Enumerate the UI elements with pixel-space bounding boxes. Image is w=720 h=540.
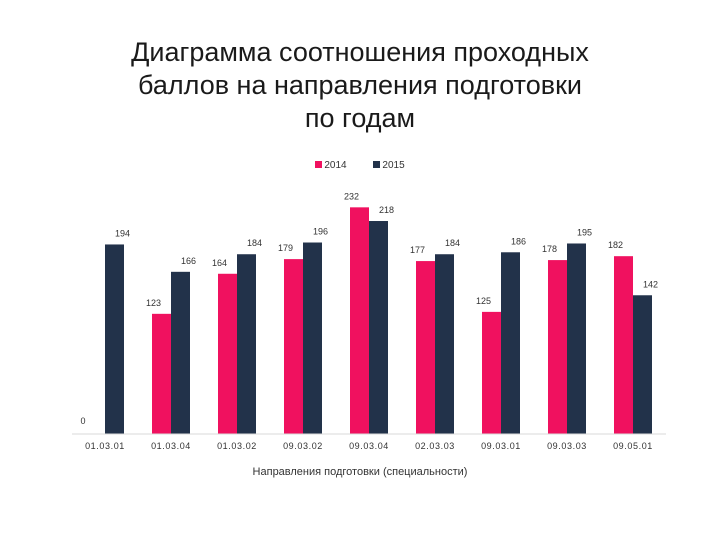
bar-2015-09.03.04 — [369, 221, 388, 434]
chart-title-line-2: баллов на направления подготовки — [138, 70, 582, 100]
tick-label-01.03.02: 01.03.02 — [217, 441, 257, 451]
legend-label-2014: 2014 — [324, 160, 347, 171]
bar-2015-09.03.01 — [501, 252, 520, 434]
chart-legend: 2014 2015 — [0, 160, 720, 171]
x-axis-title: Направления подготовки (специальности) — [252, 466, 468, 478]
bar-2014-01.03.04 — [152, 313, 171, 434]
data-label-2015-09.03.01: 186 — [511, 236, 526, 246]
bar-2014-09.05.01 — [614, 256, 633, 434]
legend-item-2014: 2014 — [315, 160, 347, 171]
bar-2014-09.03.01 — [482, 311, 501, 434]
bar-2014-09.03.04 — [350, 207, 369, 434]
legend-label-2015: 2015 — [382, 160, 405, 171]
data-label-2014-09.03.02: 179 — [278, 243, 293, 253]
data-label-2014-09.03.04: 232 — [344, 191, 359, 201]
data-label-2014-09.03.01: 125 — [476, 296, 491, 306]
bar-2015-02.03.03 — [435, 254, 454, 434]
data-label-zero: 0 — [80, 416, 85, 426]
tick-label-01.03.01: 01.03.01 — [85, 441, 125, 451]
legend-item-2015: 2015 — [373, 160, 405, 171]
tick-label-09.03.02: 09.03.02 — [283, 441, 323, 451]
data-label-2015-09.03.04: 218 — [379, 205, 394, 215]
data-label-2015-01.03.04: 166 — [181, 256, 196, 266]
tick-label-01.03.04: 01.03.04 — [151, 441, 191, 451]
bar-2015-09.03.03 — [567, 243, 586, 434]
data-label-2015-02.03.03: 184 — [445, 238, 460, 248]
data-label-2015-09.03.02: 196 — [313, 227, 328, 237]
bar-2015-09.03.02 — [303, 242, 322, 434]
bar-2014-09.03.02 — [284, 259, 303, 434]
bar-2015-01.03.01 — [105, 244, 124, 434]
legend-swatch-2014 — [315, 161, 323, 168]
data-label-2015-09.05.01: 142 — [643, 279, 658, 289]
chart-title-line-3: по годам — [304, 103, 416, 133]
data-label-2014-01.03.04: 123 — [146, 298, 161, 308]
bar-2014-09.03.03 — [548, 260, 567, 434]
tick-label-02.03.03: 02.03.03 — [415, 441, 455, 451]
bar-2014-01.03.02 — [218, 273, 237, 434]
legend-swatch-2015 — [373, 161, 381, 168]
bar-2015-09.05.01 — [633, 295, 652, 434]
tick-label-09.03.01: 09.03.01 — [481, 441, 521, 451]
data-label-2015-01.03.02: 184 — [247, 238, 262, 248]
bar-2015-01.03.02 — [237, 254, 256, 434]
tick-label-09.05.01: 09.05.01 — [613, 441, 653, 451]
tick-label-09.03.03: 09.03.03 — [547, 441, 587, 451]
chart-title: Диаграмма соотношения проходных баллов н… — [60, 36, 660, 135]
tick-label-09.03.04: 09.03.04 — [349, 441, 389, 451]
data-label-2014-09.05.01: 182 — [608, 240, 623, 250]
data-label-2015-01.03.01: 194 — [115, 228, 130, 238]
bar-2015-01.03.04 — [171, 271, 190, 434]
data-label-2014-02.03.03: 177 — [410, 245, 425, 255]
chart-title-line-1: Диаграмма соотношения проходных — [131, 37, 589, 67]
data-label-2015-09.03.03: 195 — [577, 227, 592, 237]
data-label-2014-09.03.03: 178 — [542, 244, 557, 254]
data-label-2014-01.03.02: 164 — [212, 258, 227, 268]
bar-2014-02.03.03 — [416, 261, 435, 434]
